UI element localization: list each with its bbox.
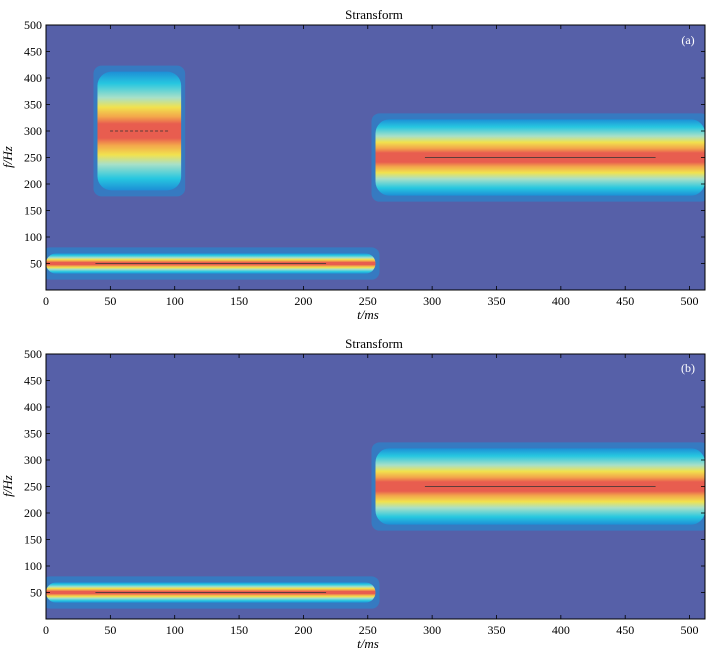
x-tick-label: 0	[43, 623, 49, 637]
axis-ticks: 0 50 100 150 200 250 300 350 400 450 500 50 100 150 20…	[24, 347, 705, 637]
y-tick-label: 450	[24, 374, 42, 388]
chart-title: Stransform	[345, 7, 403, 22]
x-tick-label: 350	[487, 623, 505, 637]
x-tick-label: 150	[230, 623, 248, 637]
y-tick-label: 150	[24, 533, 42, 547]
energy-band-1	[371, 442, 705, 531]
x-axis-label: t/ms	[357, 307, 379, 322]
x-tick-label: 400	[552, 294, 570, 308]
chart-panel-a: Stransform f/Hz t/ms 0 50 100 150 200 250 300 3…	[0, 7, 706, 322]
y-tick-label: 150	[24, 204, 42, 218]
x-tick-label: 150	[230, 294, 248, 308]
chart-panel-b: Stransform f/Hz t/ms 0 50 100 150 200 250 300 3…	[0, 336, 706, 651]
plot-area	[45, 24, 706, 291]
x-tick-label: 400	[552, 623, 570, 637]
x-tick-label: 100	[166, 294, 184, 308]
y-axis-label: f/Hz	[0, 146, 15, 168]
x-axis-label: t/ms	[357, 636, 379, 651]
energy-band-0	[46, 576, 380, 609]
energy-band-0	[46, 247, 380, 280]
x-tick-label: 450	[616, 294, 634, 308]
y-tick-label: 450	[24, 45, 42, 59]
x-tick-label: 250	[359, 294, 377, 308]
y-tick-label: 350	[24, 98, 42, 112]
panel-label: (b)	[681, 361, 695, 375]
x-tick-label: 50	[104, 623, 116, 637]
y-tick-label: 250	[24, 480, 42, 494]
y-tick-label: 100	[24, 230, 42, 244]
y-axis-label: f/Hz	[0, 475, 15, 497]
panel-label: (a)	[681, 33, 694, 47]
energy-band-2	[371, 113, 705, 202]
x-tick-label: 500	[681, 623, 699, 637]
x-tick-label: 500	[681, 294, 699, 308]
x-tick-label: 250	[359, 623, 377, 637]
y-tick-label: 50	[30, 257, 42, 271]
band-body	[97, 71, 182, 191]
y-tick-label: 300	[24, 124, 42, 138]
y-tick-label: 500	[24, 347, 42, 361]
y-tick-label: 100	[24, 559, 42, 573]
chart-title: Stransform	[345, 336, 403, 351]
x-tick-label: 350	[487, 294, 505, 308]
y-tick-label: 250	[24, 151, 42, 165]
axis-ticks: 0 50 100 150 200 250 300 350 400 450 500 50 100 150 20…	[24, 18, 705, 308]
y-tick-label: 300	[24, 453, 42, 467]
x-tick-label: 100	[166, 623, 184, 637]
y-tick-label: 200	[24, 506, 42, 520]
energy-band-1	[93, 65, 186, 197]
y-tick-label: 200	[24, 177, 42, 191]
x-tick-label: 200	[294, 623, 312, 637]
x-tick-label: 200	[294, 294, 312, 308]
y-tick-label: 400	[24, 71, 42, 85]
y-tick-label: 500	[24, 18, 42, 32]
plot-area	[45, 353, 706, 620]
y-tick-label: 350	[24, 427, 42, 441]
x-tick-label: 0	[43, 294, 49, 308]
y-tick-label: 50	[30, 586, 42, 600]
y-tick-label: 400	[24, 400, 42, 414]
x-tick-label: 300	[423, 623, 441, 637]
x-tick-label: 50	[104, 294, 116, 308]
x-tick-label: 300	[423, 294, 441, 308]
x-tick-label: 450	[616, 623, 634, 637]
